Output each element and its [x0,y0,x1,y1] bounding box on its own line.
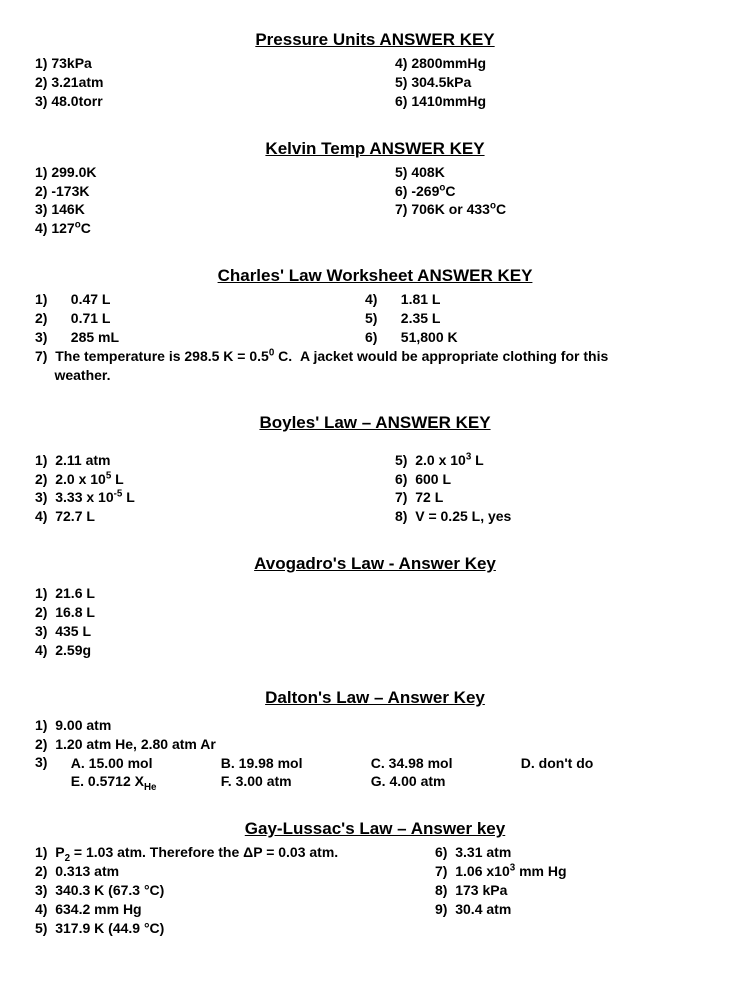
answer-item: 3) 285 mL [35,328,365,347]
sub-row: E. 0.5712 XHe F. 3.00 atm G. 4.00 atm [71,772,715,791]
answer-item: 3) 3.33 x 10-5 L [35,488,395,507]
answer-list: 1) 21.6 L 2) 16.8 L 3) 435 L 4) 2.59g [35,584,715,660]
left-col: 1) 73kPa 2) 3.21atm 3) 48.0torr [35,54,395,111]
item-prefix: 3) [35,754,71,792]
right-col: 4) 1.81 L 5) 2.35 L 6) 51,800 K [365,290,715,347]
right-col: 5) 408K 6) -269oC 7) 706K or 433oC [395,163,715,239]
answer-item: 5) 408K [395,163,715,182]
answer-item: 2) 16.8 L [35,603,715,622]
answer-item: 3) 340.3 K (67.3 °C) [35,881,435,900]
answer-item: 3) 435 L [35,622,715,641]
left-col: 1) 0.47 L 2) 0.71 L 3) 285 mL [35,290,365,347]
answer-item: 1) 2.11 atm [35,451,395,470]
sub-answer: C. 34.98 mol [371,754,521,773]
answer-columns: 1) 0.47 L 2) 0.71 L 3) 285 mL 4) 1.81 L … [35,290,715,347]
section-pressure-units: Pressure Units ANSWER KEY 1) 73kPa 2) 3.… [35,30,715,111]
answer-item: 4) 634.2 mm Hg [35,900,435,919]
answer-item: 4) 2800mmHg [395,54,715,73]
right-col: 6) 3.31 atm 7) 1.06 x103 mm Hg 8) 173 kP… [435,843,715,937]
answer-item: 1) 9.00 atm [35,716,715,735]
answer-columns: 1) 2.11 atm 2) 2.0 x 105 L 3) 3.33 x 10-… [35,451,715,527]
section-title: Avogadro's Law - Answer Key [35,554,715,574]
sub-answer: E. 0.5712 XHe [71,772,221,791]
answer-item: 2) -173K [35,182,395,201]
answer-item: 4) 127oC [35,219,395,238]
answer-item: 9) 30.4 atm [435,900,715,919]
answer-item: 4) 1.81 L [365,290,715,309]
section-avogadros-law: Avogadro's Law - Answer Key 1) 21.6 L 2)… [35,554,715,660]
answer-item: 2) 2.0 x 105 L [35,470,395,489]
sub-answer: F. 3.00 atm [221,772,371,791]
answer-item: 1) 0.47 L [35,290,365,309]
answer-note: 7) The temperature is 298.5 K = 0.50 C. … [35,347,715,385]
answer-item: 2) 1.20 atm He, 2.80 atm Ar [35,735,715,754]
answer-item: 8) 173 kPa [435,881,715,900]
section-title: Gay-Lussac's Law – Answer key [35,819,715,839]
sub-answer: G. 4.00 atm [371,772,521,791]
answer-list: 1) 9.00 atm 2) 1.20 atm He, 2.80 atm Ar … [35,716,715,792]
section-title: Dalton's Law – Answer Key [35,688,715,708]
section-charles-law: Charles' Law Worksheet ANSWER KEY 1) 0.4… [35,266,715,384]
answer-item: 7) 1.06 x103 mm Hg [435,862,715,881]
answer-item: 5) 2.0 x 103 L [395,451,715,470]
answer-item: 1) 73kPa [35,54,395,73]
answer-item: 5) 317.9 K (44.9 °C) [35,919,435,938]
left-col: 1) P2 = 1.03 atm. Therefore the ΔP = 0.0… [35,843,435,937]
section-title: Pressure Units ANSWER KEY [35,30,715,50]
answer-item: 6) 600 L [395,470,715,489]
section-title: Boyles' Law – ANSWER KEY [35,413,715,433]
answer-item-multi: 3) A. 15.00 mol B. 19.98 mol C. 34.98 mo… [35,754,715,792]
answer-item: 2) 3.21atm [35,73,395,92]
section-title: Charles' Law Worksheet ANSWER KEY [35,266,715,286]
answer-columns: 1) 73kPa 2) 3.21atm 3) 48.0torr 4) 2800m… [35,54,715,111]
answer-item: 8) V = 0.25 L, yes [395,507,715,526]
answer-columns: 1) 299.0K 2) -173K 3) 146K 4) 127oC 5) 4… [35,163,715,239]
answer-item: 7) 72 L [395,488,715,507]
sub-row: A. 15.00 mol B. 19.98 mol C. 34.98 mol D… [71,754,715,773]
sub-answer: A. 15.00 mol [71,754,221,773]
left-col: 1) 2.11 atm 2) 2.0 x 105 L 3) 3.33 x 10-… [35,451,395,527]
answer-item: 4) 72.7 L [35,507,395,526]
answer-item: 2) 0.71 L [35,309,365,328]
answer-item: 3) 48.0torr [35,92,395,111]
section-kelvin-temp: Kelvin Temp ANSWER KEY 1) 299.0K 2) -173… [35,139,715,239]
answer-item: 6) 51,800 K [365,328,715,347]
sub-answer: B. 19.98 mol [221,754,371,773]
answer-item: 6) 3.31 atm [435,843,715,862]
section-daltons-law: Dalton's Law – Answer Key 1) 9.00 atm 2)… [35,688,715,792]
section-gay-lussacs-law: Gay-Lussac's Law – Answer key 1) P2 = 1.… [35,819,715,937]
answer-item: 7) 706K or 433oC [395,200,715,219]
sub-answer: D. don't do [521,754,671,773]
answer-item: 6) 1410mmHg [395,92,715,111]
answer-item: 1) 299.0K [35,163,395,182]
right-col: 5) 2.0 x 103 L 6) 600 L 7) 72 L 8) V = 0… [395,451,715,527]
answer-item: 1) P2 = 1.03 atm. Therefore the ΔP = 0.0… [35,843,435,862]
left-col: 1) 299.0K 2) -173K 3) 146K 4) 127oC [35,163,395,239]
answer-item: 4) 2.59g [35,641,715,660]
answer-columns: 1) P2 = 1.03 atm. Therefore the ΔP = 0.0… [35,843,715,937]
answer-item: 5) 304.5kPa [395,73,715,92]
right-col: 4) 2800mmHg 5) 304.5kPa 6) 1410mmHg [395,54,715,111]
section-title: Kelvin Temp ANSWER KEY [35,139,715,159]
section-boyles-law: Boyles' Law – ANSWER KEY 1) 2.11 atm 2) … [35,413,715,527]
answer-item: 2) 0.313 atm [35,862,435,881]
answer-item: 6) -269oC [395,182,715,201]
answer-item: 1) 21.6 L [35,584,715,603]
answer-item: 5) 2.35 L [365,309,715,328]
answer-item: 3) 146K [35,200,395,219]
